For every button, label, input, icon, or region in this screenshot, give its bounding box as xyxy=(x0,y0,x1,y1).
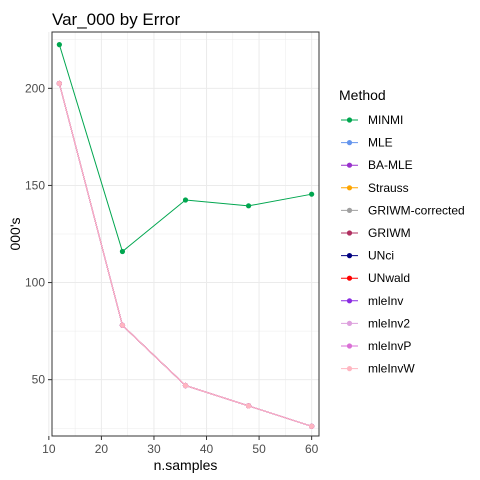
legend-label: GRIWM xyxy=(368,226,411,240)
panel-border xyxy=(51,31,320,437)
legend-key-point xyxy=(346,253,353,259)
series-mleinvw xyxy=(56,80,315,429)
legend-label: UNci xyxy=(368,249,394,263)
data-point-mleinvw xyxy=(309,423,315,429)
legend-item-unwald: UNwald xyxy=(341,271,410,285)
legend-key-point xyxy=(346,366,353,372)
legend-item-griwm: GRIWM xyxy=(341,226,411,240)
legend-item-mleinvw: mleInvW xyxy=(341,362,415,376)
y-tick-label: 200 xyxy=(25,81,45,95)
legend-item-mleinv: mleInv xyxy=(341,294,403,308)
y-tick-label: 50 xyxy=(32,373,46,387)
data-point-minmi xyxy=(119,248,126,255)
plot-panel xyxy=(48,31,320,437)
legend-title: Method xyxy=(339,87,386,103)
legend-label: GRIWM-corrected xyxy=(368,203,465,217)
legend-label: MINMI xyxy=(368,113,403,127)
x-tick-label: 40 xyxy=(200,442,214,456)
data-point-mleinvw xyxy=(56,80,62,87)
x-tick-label: 30 xyxy=(147,442,161,456)
x-tick-label: 10 xyxy=(42,442,56,456)
y-axis-title: 000's xyxy=(7,217,23,250)
y-tick-label: 100 xyxy=(25,276,45,290)
legend-label: BA-MLE xyxy=(368,158,413,172)
x-tick-label: 20 xyxy=(95,442,109,456)
x-tick-label: 50 xyxy=(252,442,266,456)
legend-item-mle: MLE xyxy=(341,136,393,150)
legend-key-point xyxy=(346,275,353,281)
legend-label: UNwald xyxy=(368,271,410,285)
data-point-minmi xyxy=(182,197,189,203)
legend-label: mleInv2 xyxy=(368,316,410,330)
data-point-mleinvw xyxy=(182,382,189,389)
x-axis-title: n.samples xyxy=(154,457,218,473)
data-point-mleinvw xyxy=(119,322,126,328)
data-point-mleinvw xyxy=(245,403,252,409)
legend-item-unci: UNci xyxy=(341,249,394,263)
x-tick-label: 60 xyxy=(305,442,319,456)
legend-label: mleInvW xyxy=(368,362,415,376)
legend-key-point xyxy=(346,162,353,168)
grid-lines xyxy=(48,32,319,436)
legend: Method MINMI MLE BA-MLE Strauss GRIWM-correc… xyxy=(339,87,465,376)
data-point-minmi xyxy=(245,203,252,209)
series-layer xyxy=(56,42,315,429)
legend-item-mleinv2: mleInv2 xyxy=(341,316,410,330)
data-point-minmi xyxy=(309,191,315,197)
legend-key-point xyxy=(346,140,353,146)
legend-key-point xyxy=(346,117,353,123)
legend-item-minmi: MINMI xyxy=(341,113,403,127)
data-point-minmi xyxy=(56,42,62,48)
legend-key-point xyxy=(346,298,353,304)
legend-label: mleInv xyxy=(368,294,403,308)
legend-item-ba-mle: BA-MLE xyxy=(341,158,413,172)
legend-key-point xyxy=(346,230,353,236)
legend-label: MLE xyxy=(368,136,393,150)
legend-items: MINMI MLE BA-MLE Strauss GRIWM-corrected GRIW… xyxy=(341,113,465,376)
legend-item-strauss: Strauss xyxy=(341,181,409,195)
chart-title: Var_000 by Error xyxy=(52,10,181,29)
legend-key-point xyxy=(346,320,353,326)
y-axis: 50 100 150 200 xyxy=(25,81,52,387)
legend-label: mleInvP xyxy=(368,339,411,353)
x-axis: 10 20 30 40 50 60 xyxy=(42,436,319,456)
series-minmi xyxy=(56,42,315,255)
legend-label: Strauss xyxy=(368,181,409,195)
legend-item-griwm-corrected: GRIWM-corrected xyxy=(341,203,465,217)
legend-key-point xyxy=(346,343,353,349)
legend-key-point xyxy=(346,185,353,191)
legend-item-mleinvp: mleInvP xyxy=(341,339,411,353)
y-tick-label: 150 xyxy=(25,178,45,192)
legend-key-point xyxy=(346,207,353,213)
